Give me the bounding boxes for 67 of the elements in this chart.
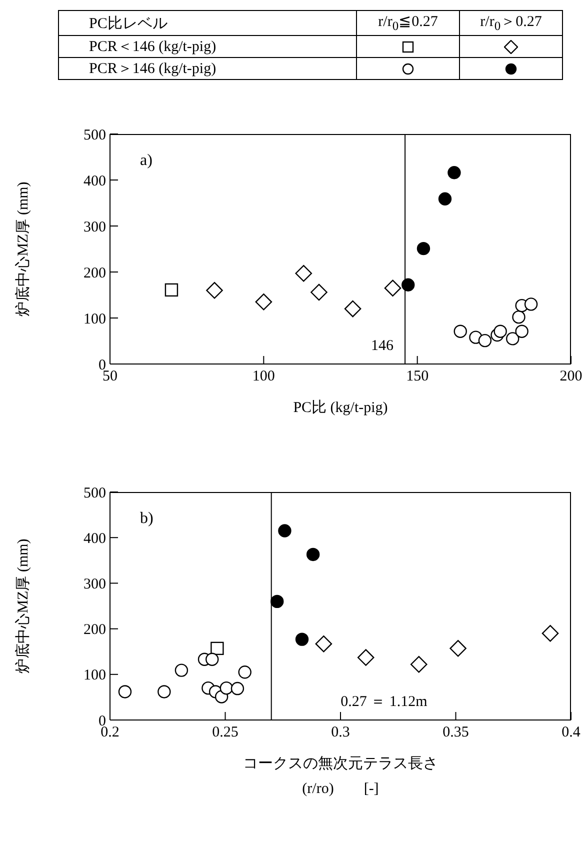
x-axis-title: PC比 (kg/t-pig): [292, 398, 389, 417]
point: [118, 685, 132, 698]
x-tick-label: 0.4: [562, 724, 581, 741]
text: r/r$_{0}$≦0.27: [356, 10, 460, 36]
point: [524, 298, 538, 311]
text: r/r$_{0}$＞0.27: [460, 10, 562, 36]
point: [295, 264, 312, 282]
point: [515, 324, 528, 338]
x-tick-label: 0.35: [442, 724, 469, 741]
point: [454, 324, 467, 338]
point: [270, 594, 284, 608]
point: [410, 656, 428, 673]
point: [255, 294, 272, 310]
x-tick-label: 150: [406, 368, 429, 385]
y-tick-label: 300: [84, 576, 106, 593]
point: [315, 635, 332, 652]
point: [494, 324, 507, 338]
point: [542, 624, 559, 642]
x-tick-label: 200: [560, 368, 582, 385]
x-tick-label: 0.25: [212, 724, 238, 741]
y-tick-label: 200: [84, 265, 106, 282]
point: [206, 282, 223, 299]
text: PCR＜146 (kg/t-pig): [58, 36, 356, 58]
point: [306, 548, 320, 562]
annotation: a): [140, 152, 152, 170]
y-tick-label: 400: [84, 530, 106, 547]
point: [506, 332, 520, 346]
point: [450, 640, 466, 657]
point: [158, 685, 171, 698]
y-axis-title: 炉底中心MZ厚 (mm): [14, 182, 32, 316]
point: [344, 300, 362, 318]
x-tick-label: 100: [252, 368, 275, 385]
legend-title: PC比レベル: [58, 10, 356, 36]
point: [310, 284, 328, 301]
y-tick-label: 400: [84, 173, 106, 190]
point: [220, 681, 233, 695]
y-tick-label: 200: [84, 622, 106, 638]
point: [512, 310, 526, 324]
annotation: b): [140, 510, 154, 528]
point: [206, 652, 219, 666]
point: [448, 166, 461, 180]
point: [164, 283, 178, 297]
x-tick-label: 0.3: [331, 724, 350, 741]
y-tick-label: 300: [84, 219, 106, 236]
point: [357, 649, 374, 666]
ref-line-label: 146: [371, 338, 394, 354]
y-axis-title: 炉底中心MZ厚 (mm): [14, 538, 32, 674]
y-tick-label: 500: [84, 127, 106, 144]
point: [230, 682, 244, 696]
y-tick-label: 100: [84, 668, 106, 684]
x-axis-title: コークスの無次元テラス長さ (r/ro) [-]: [242, 755, 439, 798]
y-tick-label: 500: [84, 485, 106, 502]
point: [478, 334, 492, 348]
point: [384, 280, 402, 296]
point: [402, 278, 415, 292]
ref-line-label: 0.27 ＝ 1.12m: [340, 694, 428, 710]
point: [210, 642, 224, 656]
point: [174, 664, 188, 677]
x-tick-label: 0.2: [100, 724, 120, 741]
x-tick-label: 50: [102, 368, 118, 385]
point: [278, 524, 292, 538]
point: [438, 192, 452, 206]
point: [295, 632, 309, 646]
point: [238, 666, 252, 679]
text: PCR＞146 (kg/t-pig): [58, 58, 356, 80]
point: [416, 242, 430, 256]
y-tick-label: 100: [84, 311, 106, 328]
